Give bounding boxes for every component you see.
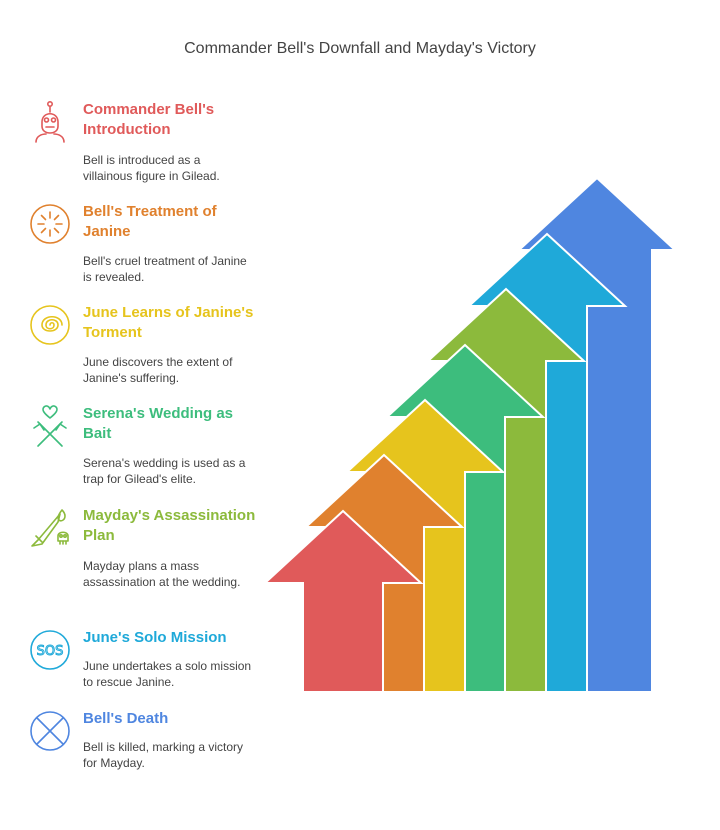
step-heading: Mayday's Assassination Plan — [83, 507, 256, 544]
step-description: Serena's wedding is used as a trap for G… — [83, 456, 246, 486]
step-heading: Commander Bell's Introduction — [83, 101, 215, 138]
step-description: June undertakes a solo mission to rescue… — [83, 659, 252, 689]
step-description: Bell is introduced as a villainous figur… — [83, 153, 220, 183]
step-heading: Serena's Wedding as Bait — [83, 405, 234, 442]
step-heading: Bell's Treatment of Janine — [83, 203, 217, 240]
step-heading: June Learns of Janine's Torment — [83, 304, 254, 341]
step-description: Bell is killed, marking a victory for Ma… — [83, 740, 244, 770]
step-description: June discovers the extent of Janine's su… — [83, 355, 233, 385]
svg-text:SOS: SOS — [37, 644, 64, 659]
stair-arrow-1 — [262, 509, 424, 693]
step-heading: Bell's Death — [83, 710, 169, 727]
step-description: Mayday plans a mass assassination at the… — [83, 559, 241, 589]
heart-trap-icon — [33, 405, 67, 447]
sos-icon: SOS — [30, 630, 70, 670]
masked-villain-icon — [35, 100, 65, 143]
spiral-icon — [30, 305, 70, 345]
x-circle-icon — [30, 711, 70, 751]
step-description: Bell's cruel treatment of Janine is reve… — [83, 254, 247, 284]
burst-circle-icon — [30, 204, 70, 244]
diagram-title: Commander Bell's Downfall and Mayday's V… — [184, 40, 536, 57]
step-heading: June's Solo Mission — [83, 629, 227, 646]
knife-skull-icon — [31, 509, 69, 547]
